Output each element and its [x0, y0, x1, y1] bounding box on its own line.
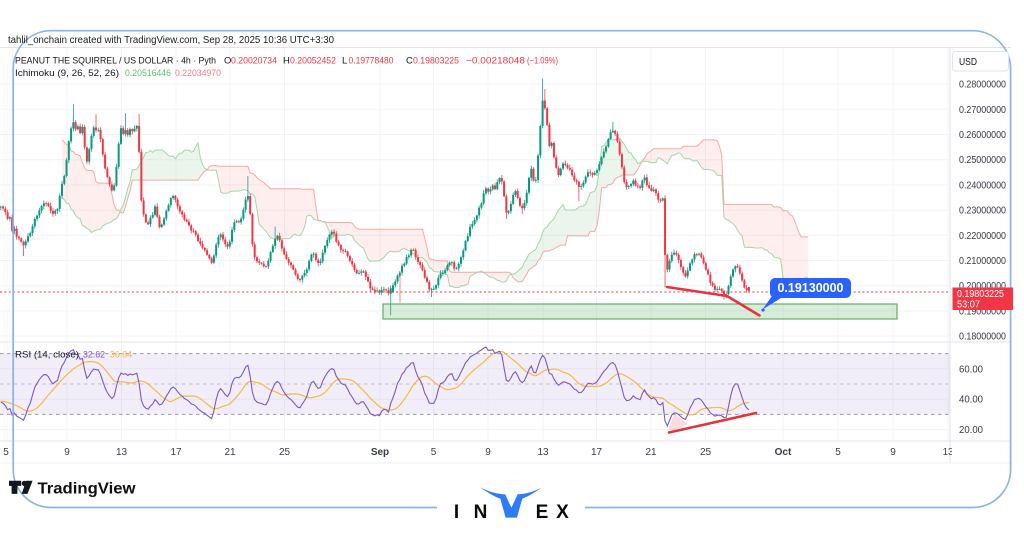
svg-text:17: 17 — [591, 447, 603, 458]
svg-text:X: X — [556, 502, 569, 523]
svg-text:L: L — [342, 56, 347, 67]
svg-text:5: 5 — [431, 447, 437, 458]
svg-text:0.19130000: 0.19130000 — [777, 281, 843, 295]
svg-text:0.25000000: 0.25000000 — [959, 155, 1007, 166]
svg-text:21: 21 — [224, 447, 236, 458]
svg-text:Ichimoku (9, 26, 52, 26): Ichimoku (9, 26, 52, 26) — [15, 68, 119, 79]
svg-text:40.00: 40.00 — [959, 395, 984, 406]
svg-text:0.22000000: 0.22000000 — [959, 231, 1007, 242]
svg-text:0.22034970: 0.22034970 — [175, 68, 221, 79]
svg-text:5: 5 — [3, 447, 9, 458]
svg-text:36.84: 36.84 — [110, 350, 132, 361]
svg-text:0.26000000: 0.26000000 — [959, 130, 1007, 141]
svg-text:13: 13 — [942, 447, 954, 458]
svg-text:9: 9 — [485, 447, 491, 458]
svg-text:5: 5 — [835, 447, 841, 458]
svg-text:53:07: 53:07 — [957, 300, 980, 311]
svg-text:−0.00218048: −0.00218048 — [466, 56, 525, 67]
svg-text:tahlil_onchain created with Tr: tahlil_onchain created with TradingView.… — [8, 35, 334, 46]
svg-text:32.62: 32.62 — [83, 350, 105, 361]
svg-text:0.20516446: 0.20516446 — [125, 68, 171, 79]
svg-text:0.24000000: 0.24000000 — [959, 180, 1007, 191]
svg-text:21: 21 — [645, 447, 657, 458]
svg-text:(−1.09%): (−1.09%) — [527, 56, 558, 67]
svg-text:O: O — [224, 56, 231, 67]
svg-text:H: H — [283, 56, 290, 67]
svg-text:25: 25 — [279, 447, 291, 458]
svg-text:0.19803225: 0.19803225 — [957, 289, 1004, 300]
svg-text:0.19778480: 0.19778480 — [349, 56, 394, 67]
svg-text:C: C — [406, 56, 413, 67]
svg-text:0.18000000: 0.18000000 — [959, 332, 1007, 343]
svg-text:USD: USD — [959, 57, 977, 68]
svg-text:0.20020734: 0.20020734 — [231, 56, 277, 67]
svg-text:13: 13 — [537, 447, 549, 458]
svg-text:9: 9 — [890, 447, 896, 458]
svg-text:E: E — [536, 502, 549, 523]
svg-text:20.00: 20.00 — [959, 425, 984, 436]
svg-text:0.23000000: 0.23000000 — [959, 206, 1007, 217]
svg-text:I: I — [454, 502, 459, 523]
svg-text:TradingView: TradingView — [38, 481, 137, 498]
svg-text:60.00: 60.00 — [959, 364, 984, 375]
svg-text:25: 25 — [700, 447, 712, 458]
svg-text:RSI (14, close): RSI (14, close) — [15, 350, 79, 361]
svg-text:N: N — [474, 502, 488, 523]
svg-text:Oct: Oct — [775, 447, 792, 458]
svg-text:0.20052452: 0.20052452 — [290, 56, 336, 67]
svg-text:0.28000000: 0.28000000 — [959, 80, 1007, 91]
svg-text:Sep: Sep — [371, 447, 389, 458]
svg-text:0.27000000: 0.27000000 — [959, 105, 1007, 116]
svg-text:0.20000000: 0.20000000 — [959, 281, 1007, 292]
svg-text:0.21000000: 0.21000000 — [959, 256, 1007, 267]
svg-text:0.19803225: 0.19803225 — [413, 56, 459, 67]
svg-text:17: 17 — [170, 447, 182, 458]
svg-text:0.19000000: 0.19000000 — [959, 306, 1007, 317]
svg-text:9: 9 — [64, 447, 70, 458]
svg-text:PEANUT THE SQUIRREL / US DOLLA: PEANUT THE SQUIRREL / US DOLLAR · 4h · P… — [15, 56, 216, 67]
svg-text:13: 13 — [116, 447, 128, 458]
